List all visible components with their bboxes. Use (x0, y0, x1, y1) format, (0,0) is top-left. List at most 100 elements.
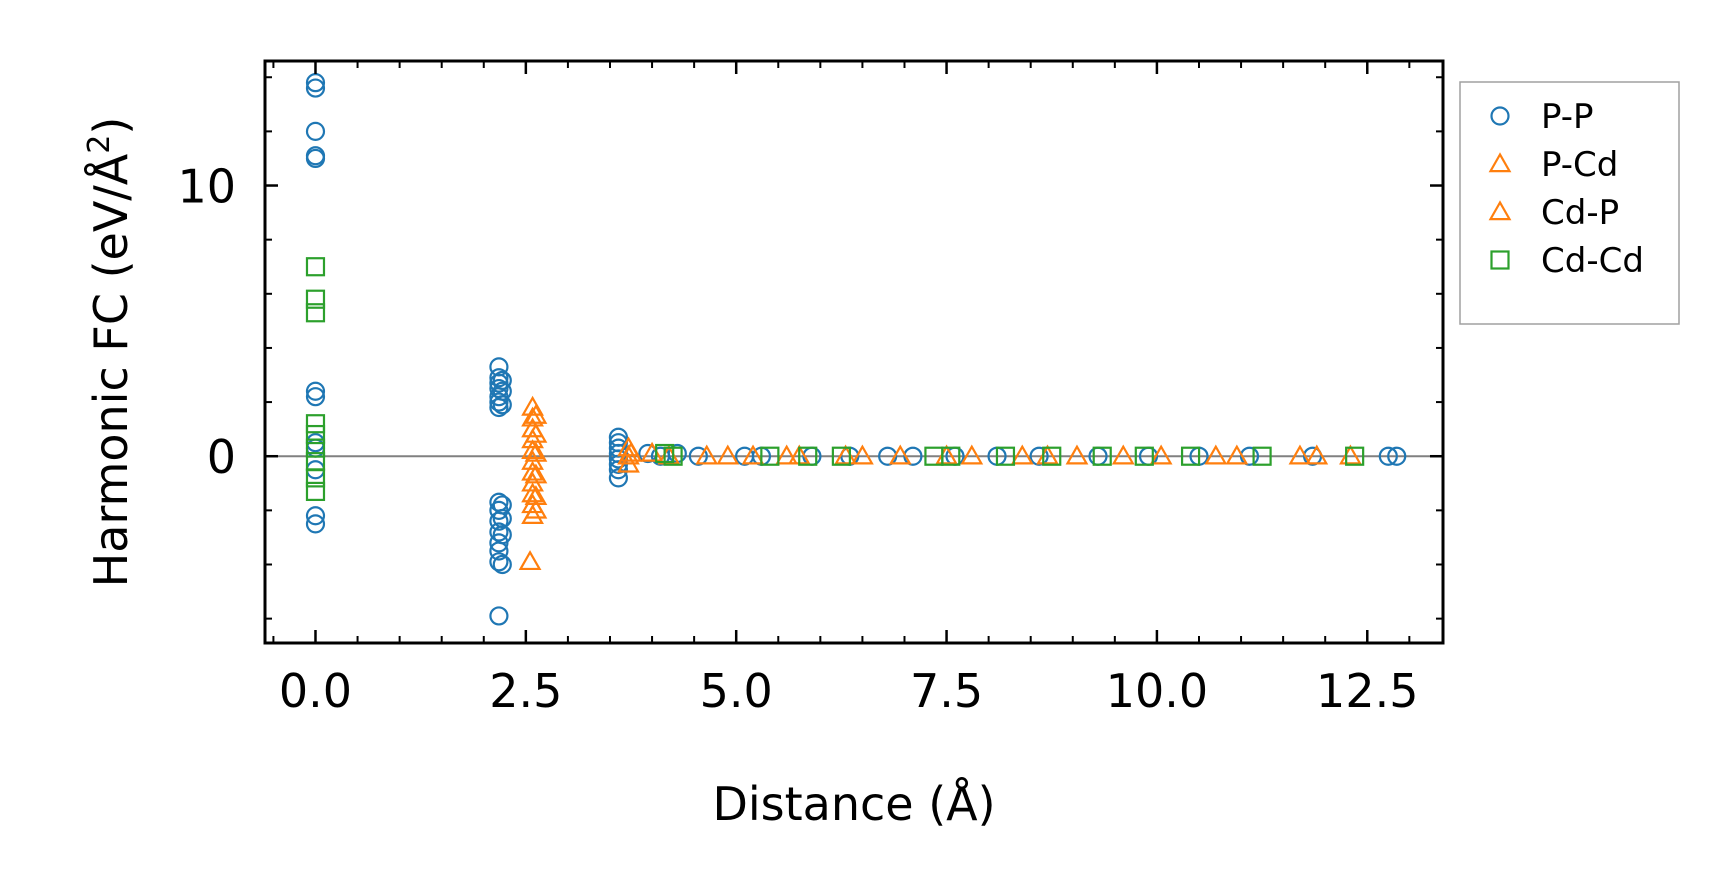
data-point (1204, 444, 1228, 465)
data-point (888, 444, 912, 465)
data-point (305, 78, 326, 98)
data-point (521, 406, 544, 427)
data-point (492, 495, 512, 515)
data-point (716, 444, 740, 465)
legend-label: Cd-P (1541, 193, 1619, 233)
data-point (305, 303, 326, 323)
plot-frame (263, 59, 1445, 645)
data-point (775, 444, 799, 465)
data-point (521, 395, 544, 416)
legend-item: P-Cd (1488, 145, 1618, 185)
data-point (521, 439, 544, 460)
data-point (305, 438, 326, 458)
legend-item: Cd-Cd (1490, 241, 1644, 281)
x-axis-label: Distance (Å) (712, 777, 995, 831)
data-point (1149, 444, 1173, 465)
data-point (489, 552, 509, 572)
data-point (524, 498, 548, 519)
data-point (489, 392, 509, 412)
data-point (489, 522, 509, 542)
data-point (305, 257, 326, 277)
data-point (492, 525, 512, 545)
data-point (1387, 446, 1407, 466)
y-axis-label-tail: ) (84, 117, 138, 135)
x-tick-label: 0.0 (279, 664, 352, 718)
data-point (878, 446, 898, 466)
data-point (1010, 444, 1034, 465)
data-point (1180, 446, 1201, 466)
data-point (1092, 446, 1112, 466)
data-point (305, 387, 326, 407)
legend-item: P-P (1490, 97, 1594, 137)
data-point (492, 381, 512, 401)
x-tick-label: 10.0 (1106, 664, 1208, 718)
data-point (521, 482, 544, 503)
data-point (305, 121, 326, 141)
y-axis-label-main: Harmonic FC (eV/Å (84, 153, 138, 587)
data-point (960, 444, 984, 465)
data-point (524, 441, 548, 462)
data-point (492, 554, 512, 575)
data-point (305, 506, 326, 526)
x-tick-label: 12.5 (1316, 664, 1418, 718)
legend: P-P P-Cd Cd-P Cd-Cd (1459, 81, 1680, 325)
data-point (305, 148, 326, 169)
data-point (1029, 446, 1049, 466)
data-point (1288, 444, 1312, 465)
data-point (524, 485, 548, 506)
data-point (521, 460, 544, 481)
axis-ticks (265, 61, 1443, 643)
data-point (619, 441, 643, 462)
data-point (489, 533, 509, 553)
data-point (524, 403, 548, 424)
x-tick-label: 7.5 (910, 664, 983, 718)
series-cd-cd (305, 257, 1365, 502)
y-tick-label: 0 (207, 430, 236, 484)
data-point (1378, 446, 1398, 466)
data-point (489, 368, 509, 388)
data-point (941, 446, 961, 466)
legend-label: P-P (1541, 97, 1594, 137)
data-point (1305, 444, 1329, 465)
data-point (663, 446, 683, 466)
data-point (1252, 446, 1272, 466)
data-point (305, 73, 326, 93)
data-point (1134, 446, 1154, 466)
data-point (518, 550, 542, 571)
data-point (305, 289, 326, 309)
x-tick-label: 2.5 (489, 664, 562, 718)
legend-label: Cd-Cd (1541, 241, 1644, 281)
y-tick-label: 10 (177, 160, 236, 214)
data-point (851, 444, 874, 465)
data-point (608, 468, 629, 488)
data-point (903, 446, 923, 466)
plot-area (265, 73, 1443, 626)
y-axis-label: Harmonic FC (eV/Å2) (82, 117, 138, 588)
data-point (1225, 444, 1249, 465)
data-point (741, 444, 765, 465)
data-point (688, 446, 708, 466)
data-point (617, 452, 640, 473)
data-point (524, 463, 548, 484)
data-point (1239, 446, 1260, 466)
legend-frame (1459, 81, 1680, 325)
data-point (489, 373, 509, 393)
data-point (798, 446, 818, 466)
data-point (492, 370, 512, 391)
data-point (305, 424, 326, 445)
data-point (760, 446, 780, 466)
data-point (305, 468, 326, 488)
x-tick-label: 5.0 (700, 664, 773, 718)
series-p-cd (518, 395, 1329, 571)
y-axis-label-sup: 2 (82, 135, 117, 154)
legend-marker (1490, 106, 1510, 126)
legend-item: Cd-P (1488, 193, 1619, 233)
data-point (1345, 446, 1365, 466)
legend-marker (1488, 152, 1512, 173)
data-point (305, 381, 326, 401)
data-point (305, 514, 326, 534)
data-point (524, 422, 548, 443)
data-point (695, 444, 719, 465)
